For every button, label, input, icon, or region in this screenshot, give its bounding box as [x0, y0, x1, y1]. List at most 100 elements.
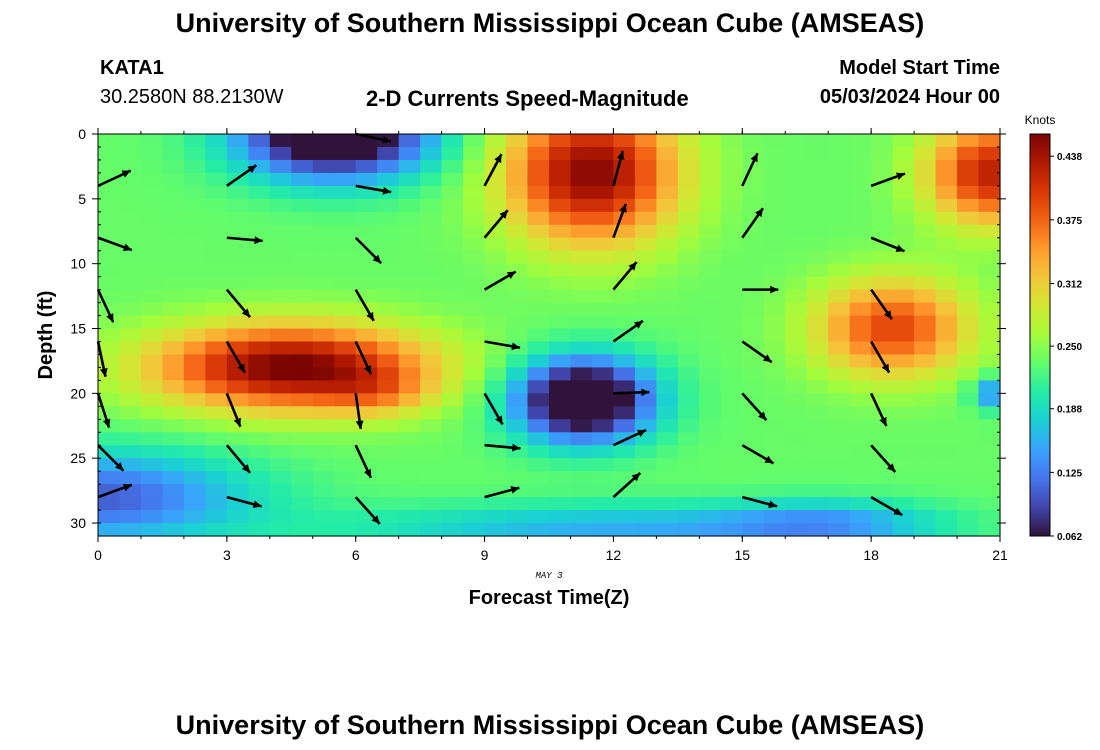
- heatmap-cell: [98, 146, 121, 161]
- heatmap-cell: [248, 134, 271, 148]
- heatmap-cell: [484, 134, 507, 148]
- heatmap-cell: [291, 523, 314, 537]
- heatmap-cell: [892, 367, 915, 381]
- heatmap-cell: [205, 497, 228, 511]
- heatmap-cell: [935, 211, 958, 226]
- heatmap-cell: [763, 185, 786, 200]
- heatmap-cell: [248, 523, 271, 537]
- heatmap-cell: [806, 185, 829, 200]
- heatmap-cell: [634, 289, 657, 304]
- current-arrow: [484, 443, 521, 452]
- heatmap-cell: [742, 380, 765, 394]
- heatmap-cell: [119, 458, 142, 472]
- heatmap-cell: [978, 146, 1001, 161]
- heatmap-cell: [591, 315, 615, 330]
- heatmap-cell: [119, 341, 142, 356]
- heatmap-cell: [248, 185, 271, 200]
- heatmap-cell: [441, 354, 464, 369]
- x-tick-label: 18: [863, 547, 879, 563]
- x-tick-label: 0: [94, 547, 102, 563]
- heatmap-cell: [828, 172, 851, 187]
- heatmap-cell: [312, 354, 335, 369]
- heatmap-cell: [398, 237, 421, 252]
- heatmap-cell: [334, 250, 357, 265]
- heatmap-cell: [892, 445, 915, 459]
- heatmap-cell: [312, 419, 335, 433]
- heatmap-cell: [506, 172, 529, 187]
- heatmap-cell: [699, 523, 722, 537]
- current-arrow: [870, 236, 906, 253]
- heatmap-cell: [269, 458, 292, 472]
- heatmap-cell: [549, 406, 572, 420]
- page-title: University of Southern Mississippi Ocean…: [175, 8, 925, 38]
- heatmap-cell: [978, 419, 1001, 433]
- heatmap-cell: [828, 497, 851, 511]
- heatmap-cell: [183, 211, 206, 226]
- heatmap-cell: [334, 159, 357, 174]
- heatmap-cell: [205, 432, 228, 446]
- heatmap-cell: [527, 367, 550, 381]
- heatmap-cell: [549, 523, 572, 537]
- current-arrow: [741, 152, 759, 187]
- heatmap-cell: [506, 393, 529, 407]
- heatmap-cell: [377, 458, 400, 472]
- heatmap-cell: [935, 393, 958, 407]
- heatmap-cell: [828, 380, 851, 394]
- heatmap-cell: [269, 484, 292, 498]
- heatmap-cell: [570, 419, 593, 433]
- current-arrow: [741, 444, 775, 465]
- heatmap-cell: [463, 484, 486, 498]
- heatmap-cell: [591, 134, 615, 148]
- heatmap-cell: [720, 341, 743, 356]
- heatmap-cell: [377, 289, 400, 304]
- heatmap-cell: [463, 250, 486, 265]
- heatmap-cell: [334, 302, 357, 317]
- heatmap-cell: [98, 250, 121, 265]
- heatmap-cell: [656, 380, 679, 394]
- heatmap-cell: [892, 159, 915, 174]
- heatmap-cell: [312, 289, 335, 304]
- heatmap-cell: [828, 198, 851, 213]
- heatmap-cell: [269, 341, 292, 356]
- heatmap-cell: [806, 237, 829, 252]
- heatmap-cell: [162, 393, 185, 407]
- heatmap-cell: [978, 380, 1001, 394]
- heatmap-cell: [484, 458, 507, 472]
- current-arrow: [225, 444, 251, 474]
- heatmap-cell: [806, 276, 829, 291]
- heatmap-cell: [763, 198, 786, 213]
- heatmap-cell: [527, 406, 550, 420]
- heatmap-cell: [957, 315, 980, 330]
- heatmap-cell: [183, 237, 206, 252]
- heatmap-cell: [699, 172, 722, 187]
- heatmap-cell: [484, 250, 507, 265]
- heatmap-cell: [699, 250, 722, 265]
- heatmap-cell: [527, 289, 550, 304]
- heatmap-cell: [527, 185, 550, 200]
- heatmap-cell: [677, 523, 700, 537]
- heatmap-cell: [312, 250, 335, 265]
- heatmap-cell: [248, 484, 271, 498]
- heatmap-cell: [849, 250, 872, 265]
- heatmap-cell: [699, 458, 722, 472]
- heatmap-cell: [613, 134, 636, 148]
- heatmap-cell: [398, 484, 421, 498]
- heatmap-cell: [613, 237, 636, 252]
- heatmap-cell: [849, 406, 872, 420]
- heatmap-cell: [334, 471, 357, 485]
- heatmap-cell: [785, 289, 808, 304]
- heatmap-cell: [248, 224, 271, 239]
- heatmap-cell: [312, 276, 335, 291]
- heatmap-cell: [892, 458, 915, 472]
- heatmap-cell: [978, 237, 1001, 252]
- heatmap-cell: [398, 341, 421, 356]
- heatmap-cell: [377, 237, 400, 252]
- heatmap-cell: [677, 445, 700, 459]
- heatmap-cell: [892, 354, 915, 369]
- heatmap-cell: [763, 250, 786, 265]
- heatmap-cell: [613, 302, 636, 317]
- heatmap-cell: [957, 134, 980, 148]
- heatmap-cell: [398, 445, 421, 459]
- heatmap-cell: [978, 354, 1001, 369]
- heatmap-cell: [269, 510, 292, 524]
